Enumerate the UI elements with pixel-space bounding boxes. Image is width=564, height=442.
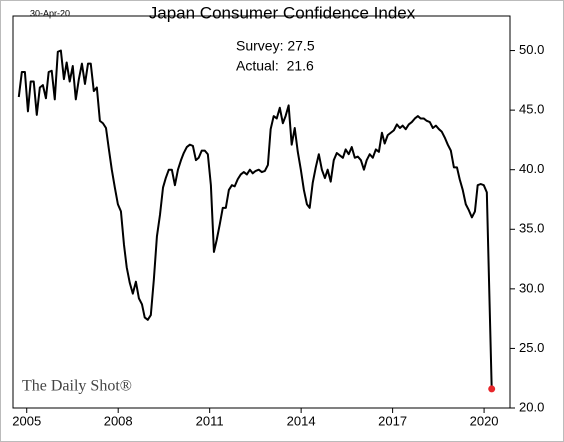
y-tick-label: 50.0 — [519, 42, 544, 57]
date-label: 30-Apr-20 — [30, 8, 70, 18]
y-tick-label: 40.0 — [519, 161, 544, 176]
source: The Daily Shot® — [22, 378, 132, 395]
last-point-marker — [488, 385, 496, 393]
annotation: Actual: 21.6 — [236, 58, 314, 74]
chart-title: Japan Consumer Confidence Index — [149, 3, 416, 22]
y-tick-label: 45.0 — [519, 102, 544, 117]
x-tick-label: 2005 — [12, 413, 41, 428]
x-tick-label: 2008 — [104, 413, 133, 428]
x-tick-label: 2020 — [470, 413, 499, 428]
x-tick-label: 2017 — [378, 413, 407, 428]
y-tick-label: 30.0 — [519, 280, 544, 295]
x-tick-label: 2014 — [287, 413, 316, 428]
y-tick-label: 25.0 — [519, 340, 544, 355]
y-tick-label: 35.0 — [519, 221, 544, 236]
annotation: Survey: 27.5 — [236, 38, 315, 54]
line — [17, 49, 493, 389]
y-tick-label: 20.0 — [519, 399, 544, 414]
plot-frame — [12, 15, 511, 409]
x-tick-label: 2011 — [196, 413, 224, 428]
